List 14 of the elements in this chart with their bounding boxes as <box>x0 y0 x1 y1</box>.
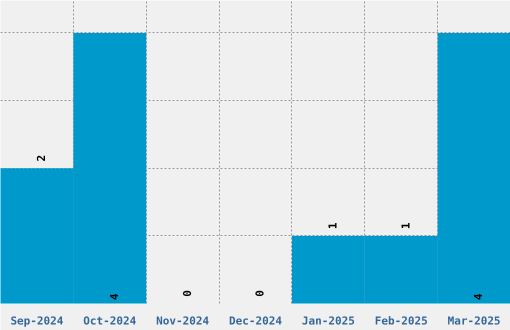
data-label: 1 <box>399 222 412 230</box>
x-tick-label: Jan-2025 <box>302 314 355 328</box>
x-tick-label: Nov-2024 <box>156 314 210 328</box>
x-tick-label: Dec-2024 <box>229 314 282 328</box>
data-label: 0 <box>254 290 267 297</box>
x-tick-label: Mar-2025 <box>448 314 501 328</box>
x-tick-label: Sep-2024 <box>10 314 64 328</box>
data-label: 4 <box>472 293 486 300</box>
data-label: 2 <box>35 154 48 162</box>
data-label: 1 <box>326 222 340 230</box>
data-label: 4 <box>108 293 121 300</box>
x-tick-label: Oct-2024 <box>83 314 137 328</box>
data-label: 0 <box>180 290 194 297</box>
x-tick-label: Feb-2025 <box>374 314 428 328</box>
